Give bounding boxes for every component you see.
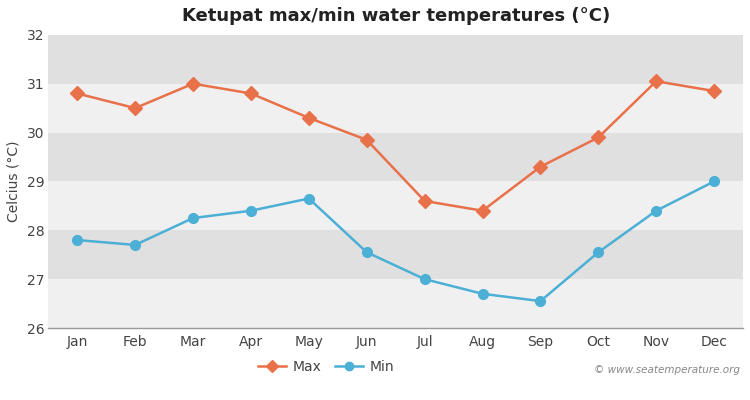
Bar bbox=[48, 132, 743, 182]
Y-axis label: Celcius (°C): Celcius (°C) bbox=[7, 141, 21, 222]
Bar bbox=[48, 84, 743, 132]
Title: Ketupat max/min water temperatures (°C): Ketupat max/min water temperatures (°C) bbox=[182, 7, 610, 25]
Legend: Max, Min: Max, Min bbox=[252, 354, 400, 380]
Bar bbox=[48, 230, 743, 279]
Text: © www.seatemperature.org: © www.seatemperature.org bbox=[593, 365, 740, 375]
Bar bbox=[48, 279, 743, 328]
Bar bbox=[48, 35, 743, 84]
Bar bbox=[48, 182, 743, 230]
